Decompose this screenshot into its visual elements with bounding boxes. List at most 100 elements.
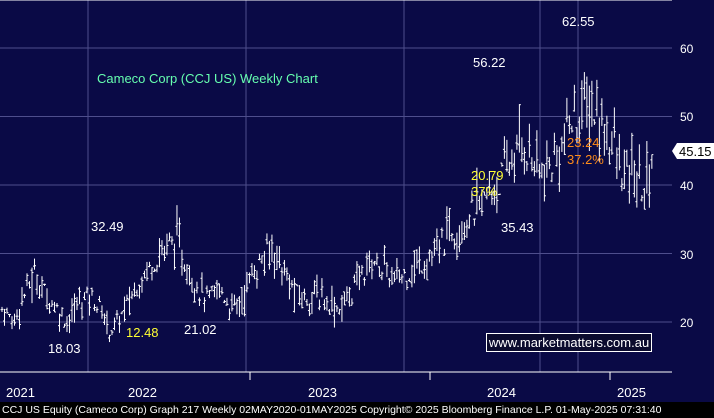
annotation-move-2024-value: 20.79 — [471, 168, 504, 183]
ohlc-bar — [347, 286, 351, 307]
ohlc-bar — [112, 317, 116, 331]
ohlc-bar — [182, 264, 186, 272]
ohlc-bar — [162, 245, 166, 261]
ohlc-bar — [60, 307, 64, 317]
ohlc-bar — [322, 299, 326, 311]
ohlc-bar — [330, 285, 334, 312]
ohlc-bar — [245, 271, 249, 293]
ohlc-bar — [170, 236, 174, 245]
ohlc-bar — [460, 221, 464, 244]
ohlc-bar — [357, 265, 361, 291]
ohlc-bar — [222, 299, 226, 304]
ohlc-bar — [565, 97, 569, 123]
ohlc-bar — [570, 125, 574, 133]
y-tick-label: 30 — [680, 248, 694, 262]
ohlc-bar — [502, 136, 506, 159]
annotation-move-2024-percent: 37% — [471, 184, 497, 199]
ohlc-bar — [250, 263, 254, 277]
ohlc-bar — [557, 146, 561, 192]
ohlc-bar — [270, 234, 274, 262]
ohlc-bar — [382, 245, 386, 265]
ohlc-bar — [312, 280, 316, 295]
ohlc-bar — [592, 119, 596, 125]
ohlc-bar — [647, 164, 651, 208]
ohlc-bar — [630, 132, 634, 176]
ohlc-bar — [610, 131, 614, 155]
ohlc-bar — [447, 207, 451, 242]
ohlc-bar — [67, 314, 71, 334]
ohlc-bar — [360, 264, 364, 275]
ohlc-bar — [5, 307, 9, 314]
ohlc-bar — [475, 167, 479, 215]
ohlc-bar — [137, 284, 141, 299]
y-axis: 20 30 40 50 60 — [680, 42, 694, 330]
ohlc-bar — [337, 308, 341, 315]
ohlc-bar — [380, 271, 384, 281]
ohlc-bar — [410, 264, 414, 288]
ohlc-bar — [267, 240, 271, 270]
ohlc-bar — [590, 80, 594, 127]
x-tick-label: 2023 — [308, 385, 337, 400]
annotation-high-2024: 56.22 — [473, 55, 506, 70]
ohlc-bar — [25, 273, 29, 287]
ohlc-bar — [640, 195, 644, 202]
ohlc-bar — [335, 305, 339, 313]
ohlc-bar — [82, 292, 86, 301]
ohlc-bar — [2, 308, 6, 326]
ohlc-bar — [317, 299, 321, 311]
ohlc-bar — [352, 274, 356, 284]
ohlc-bar — [102, 313, 106, 326]
ohlc-bar — [642, 188, 646, 210]
ohlc-bar — [227, 308, 231, 321]
ohlc-bar — [287, 274, 291, 300]
watermark-link[interactable]: www.marketmatters.com.au — [486, 333, 652, 352]
ohlc-bar — [377, 266, 381, 278]
ohlc-bar — [65, 316, 69, 333]
annotation-high-2025: 62.55 — [562, 14, 595, 29]
ohlc-bar — [92, 304, 96, 312]
x-tick-label: 2024 — [487, 385, 516, 400]
ohlc-bar — [437, 239, 441, 264]
ohlc-bar — [292, 277, 296, 313]
ohlc-bar — [477, 195, 481, 211]
ohlc-bar — [620, 178, 624, 192]
ohlc-bar — [232, 294, 236, 306]
x-tick-label: 2021 — [6, 385, 35, 400]
ohlc-bar — [497, 193, 501, 196]
ohlc-bar — [432, 238, 436, 256]
ohlc-bar — [517, 104, 521, 153]
annotation-low-2022: 21.02 — [184, 322, 217, 337]
ohlc-bar — [385, 262, 389, 278]
ohlc-bar — [155, 264, 159, 273]
ohlc-bar — [542, 164, 546, 202]
ohlc-bar — [567, 115, 571, 134]
ohlc-bar — [597, 117, 601, 162]
ohlc-bar — [472, 218, 476, 226]
ohlc-bar — [625, 149, 629, 167]
ohlc-bar — [562, 123, 566, 155]
last-price-marker: 45.15 — [672, 143, 714, 159]
ohlc-bar — [585, 76, 589, 128]
ohlc-bar — [310, 291, 314, 315]
ohlc-bar — [300, 292, 304, 309]
ohlc-bar — [325, 296, 329, 311]
ohlc-bar — [70, 298, 74, 323]
y-tick-label: 20 — [680, 316, 694, 330]
ohlc-bar — [627, 164, 631, 204]
ohlc-bar — [125, 294, 129, 301]
ohlc-bar — [355, 261, 359, 286]
ohlc-bar — [370, 259, 374, 280]
ohlc-bar — [187, 265, 191, 286]
ohlc-bar — [465, 219, 469, 239]
ohlc-bar — [515, 134, 519, 150]
ohlc-bar — [405, 280, 409, 291]
ohlc-bar — [607, 147, 611, 165]
ohlc-bar — [30, 267, 34, 304]
ohlc-bar — [202, 297, 206, 313]
price-chart: 20 30 40 50 60 2021 2022 2023 2024 2025 … — [0, 0, 714, 402]
ohlc-bar — [500, 162, 504, 167]
chart-title: Cameco Corp (CCJ US) Weekly Chart — [97, 71, 318, 86]
ohlc-bar — [190, 277, 194, 293]
ohlc-bar — [282, 259, 286, 276]
ohlc-bar — [415, 249, 419, 269]
